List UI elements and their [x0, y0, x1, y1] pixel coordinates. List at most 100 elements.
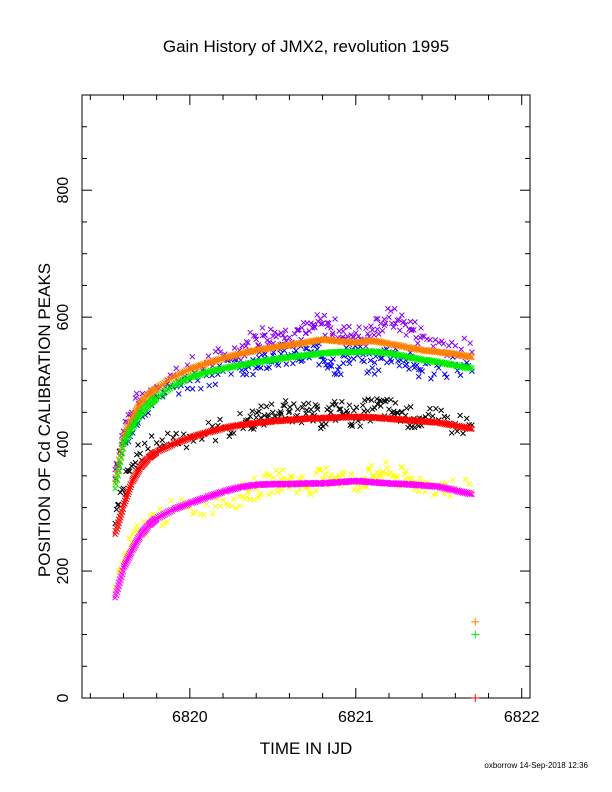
data-point	[247, 413, 254, 420]
data-point	[288, 473, 295, 480]
data-point	[173, 365, 180, 372]
data-point	[422, 488, 428, 495]
data-point	[392, 474, 399, 480]
data-point	[363, 325, 369, 332]
data-point	[332, 316, 338, 322]
data-point	[125, 552, 133, 560]
data-point	[365, 396, 371, 403]
data-point	[126, 550, 134, 558]
data-point	[307, 479, 315, 488]
data-point	[178, 496, 185, 503]
data-point	[341, 469, 347, 476]
data-point	[145, 446, 151, 452]
data-point	[323, 465, 330, 471]
data-point	[140, 518, 147, 525]
data-point	[298, 324, 305, 331]
data-point	[388, 358, 395, 365]
data-point	[266, 364, 272, 371]
data-point	[403, 468, 410, 474]
data-point	[212, 381, 219, 388]
data-point	[269, 489, 275, 496]
data-point	[286, 334, 293, 341]
plot-frame	[81, 94, 531, 699]
data-point	[413, 334, 419, 341]
data-point	[133, 451, 140, 458]
data-point	[305, 400, 312, 407]
data-point	[411, 487, 418, 494]
data-point	[328, 325, 334, 331]
data-point	[237, 410, 243, 417]
data-point	[371, 359, 378, 366]
data-point	[438, 338, 445, 344]
data-point	[258, 403, 264, 409]
data-point	[374, 396, 380, 402]
data-point	[326, 404, 332, 411]
data-point	[317, 466, 324, 473]
data-point	[153, 439, 160, 446]
data-point	[257, 364, 264, 371]
data-point	[347, 413, 355, 421]
data-point	[348, 471, 355, 478]
data-point	[340, 328, 346, 335]
data-point	[368, 323, 374, 329]
data-point	[316, 361, 322, 368]
data-point	[307, 491, 314, 498]
data-point	[275, 362, 282, 369]
data-point	[126, 468, 133, 475]
data-point	[361, 358, 367, 365]
data-point	[251, 496, 258, 503]
data-point	[278, 476, 284, 482]
data-point	[175, 390, 182, 397]
data-point	[363, 413, 371, 421]
data-point	[391, 305, 398, 312]
data-point	[127, 480, 135, 489]
data-point	[277, 408, 284, 415]
data-point	[387, 308, 394, 314]
data-point	[418, 325, 424, 331]
data-point	[325, 320, 332, 327]
data-point	[419, 368, 426, 374]
data-point	[270, 475, 277, 481]
data-point	[201, 511, 207, 518]
data-point	[132, 459, 139, 466]
data-point	[158, 512, 166, 520]
data-point	[412, 319, 418, 325]
data-point	[123, 492, 131, 500]
data-point	[243, 371, 250, 378]
data-point	[386, 314, 392, 321]
data-point	[237, 503, 243, 509]
data-point	[256, 408, 262, 415]
data-point	[212, 503, 219, 510]
data-point	[466, 425, 474, 433]
data-point	[278, 410, 284, 417]
chart-title: Gain History of JMX2, revolution 1995	[163, 37, 449, 56]
data-point	[130, 461, 136, 468]
data-point	[415, 373, 422, 380]
data-point	[280, 332, 286, 338]
data-point	[159, 522, 166, 529]
data-point	[336, 406, 343, 413]
data-point	[348, 421, 355, 427]
data-point	[310, 479, 318, 488]
data-point	[401, 318, 407, 325]
data-point	[173, 430, 179, 437]
data-point	[186, 374, 193, 381]
data-point	[274, 489, 281, 495]
axis-tick-labels: 6820 6821 6822 0 200 400 600 800	[55, 177, 540, 726]
data-point	[411, 424, 418, 431]
data-point	[461, 335, 468, 342]
data-point	[433, 405, 439, 412]
y-tick-label: 0	[55, 693, 72, 702]
data-point	[345, 348, 353, 356]
data-point	[161, 510, 169, 518]
y-axis-label: POSITION OF Cd CALIBRATION PEAKS	[35, 263, 54, 577]
data-point	[243, 494, 250, 500]
data-point	[366, 467, 372, 474]
data-point	[428, 375, 434, 382]
data-point	[253, 414, 260, 421]
data-point	[341, 324, 347, 330]
data-point	[427, 405, 433, 412]
data-point	[269, 409, 276, 416]
data-point	[326, 363, 333, 369]
data-point	[441, 371, 448, 377]
